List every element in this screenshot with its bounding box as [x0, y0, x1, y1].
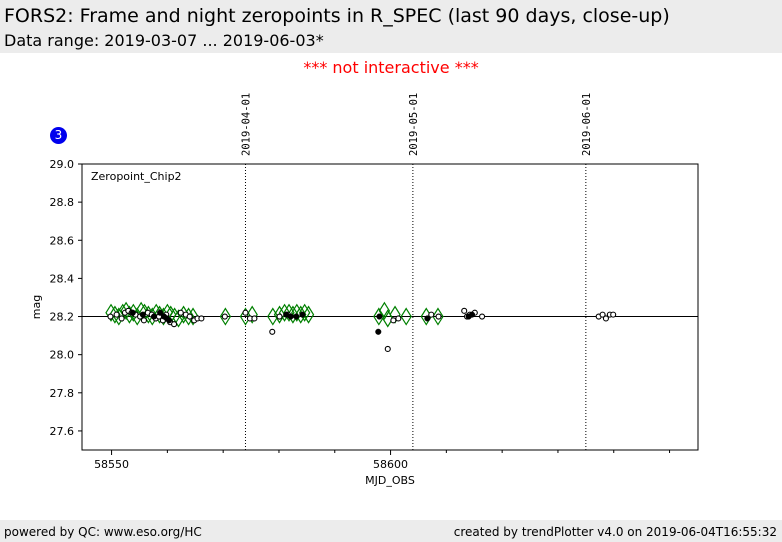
frame-zeropoint-point	[140, 317, 147, 324]
night-zeropoint-point	[129, 309, 136, 316]
y-tick-label: 28.0	[50, 349, 75, 362]
y-tick-label: 27.8	[50, 387, 75, 400]
data-range-subtitle: Data range: 2019-03-07 ... 2019-06-03*	[4, 31, 324, 50]
frame-zeropoint-point	[113, 311, 120, 318]
frame-zeropoint-point	[242, 309, 249, 316]
diamond-point	[267, 307, 279, 326]
night-zeropoint-point	[139, 311, 146, 318]
panel-label: Zeropoint_Chip2	[91, 170, 182, 183]
frame-zeropoint-point	[428, 311, 435, 318]
frame-zeropoint-point	[269, 328, 276, 335]
diamond-point	[105, 303, 117, 322]
y-tick-label: 27.6	[50, 425, 75, 438]
diamond-point	[239, 307, 252, 326]
frame-zeropoint-point	[602, 315, 609, 322]
footer-created-by: created by trendPlotter v4.0 on 2019-06-…	[453, 525, 777, 539]
diamond-point	[400, 307, 412, 326]
diamond-point	[246, 305, 258, 324]
frame-zeropoint-point	[599, 311, 606, 318]
frame-zeropoint-point	[610, 311, 617, 318]
diamond-point	[287, 305, 299, 324]
frame-zeropoint-point	[177, 309, 184, 316]
frame-zeropoint-point	[171, 321, 178, 328]
x-axis-label: MJD_OBS	[365, 474, 415, 487]
frame-zeropoint-point	[198, 315, 205, 322]
night-zeropoint-point	[299, 311, 306, 318]
night-zeropoint-point	[468, 311, 476, 318]
date-marker-label: 2019-05-01	[408, 93, 420, 156]
x-tick-label: 58600	[373, 458, 408, 471]
diamond-point	[295, 305, 307, 324]
diamond-point	[378, 301, 391, 320]
diamond-point	[219, 307, 232, 326]
night-zeropoint-point	[375, 328, 382, 335]
date-marker-label: 2019-04-01	[240, 93, 252, 156]
frame-zeropoint-point	[435, 313, 442, 320]
footer-bar: powered by QC: www.eso.org/HC created by…	[0, 520, 782, 542]
frame-zeropoint-point	[390, 317, 397, 324]
frame-zeropoint-point	[479, 313, 486, 320]
night-zeropoint-point	[424, 315, 431, 322]
frame-zeropoint-point	[395, 315, 402, 322]
diamond-point	[298, 303, 311, 322]
x-tick-label: 58550	[94, 458, 129, 471]
diamond-point	[432, 307, 444, 326]
diamond-point	[278, 303, 291, 322]
y-tick-label: 28.6	[50, 234, 75, 247]
not-interactive-notice: *** not interactive ***	[303, 58, 479, 77]
diamond-point	[291, 303, 303, 322]
y-tick-label: 28.2	[50, 311, 75, 324]
frame-zeropoint-point	[107, 313, 114, 320]
footer-powered-by: powered by QC: www.eso.org/HC	[4, 525, 202, 539]
night-zeropoint-point	[293, 313, 300, 320]
page-title: FORS2: Frame and night zeropoints in R_S…	[4, 5, 670, 27]
night-zeropoint-point	[150, 313, 158, 320]
frame-zeropoint-point	[461, 307, 468, 314]
diamond-point	[273, 305, 286, 324]
night-zeropoint-point	[165, 317, 173, 324]
diamond-point	[373, 307, 385, 326]
frame-zeropoint-point	[221, 313, 228, 320]
y-tick-label: 28.8	[50, 196, 75, 209]
night-zeropoint-point	[287, 313, 294, 320]
night-zeropoint-point	[376, 313, 383, 320]
frame-zeropoint-point	[186, 313, 193, 320]
y-tick-label: 29.0	[50, 158, 75, 171]
y-axis-label: mag	[30, 295, 43, 319]
panel-number-badge: 3	[50, 127, 67, 144]
frame-zeropoint-point	[251, 315, 258, 322]
frame-zeropoint-point	[276, 313, 283, 320]
diamond-point	[172, 309, 185, 328]
date-marker-label: 2019-06-01	[581, 93, 593, 156]
night-zeropoint-point	[157, 309, 164, 316]
y-tick-label: 28.4	[50, 272, 75, 285]
diamond-point	[302, 305, 315, 324]
diamond-point	[283, 303, 295, 322]
header-bar: FORS2: Frame and night zeropoints in R_S…	[0, 0, 782, 53]
plot-frame	[81, 163, 699, 451]
frame-zeropoint-point	[118, 315, 125, 322]
frame-zeropoint-point	[384, 345, 391, 352]
